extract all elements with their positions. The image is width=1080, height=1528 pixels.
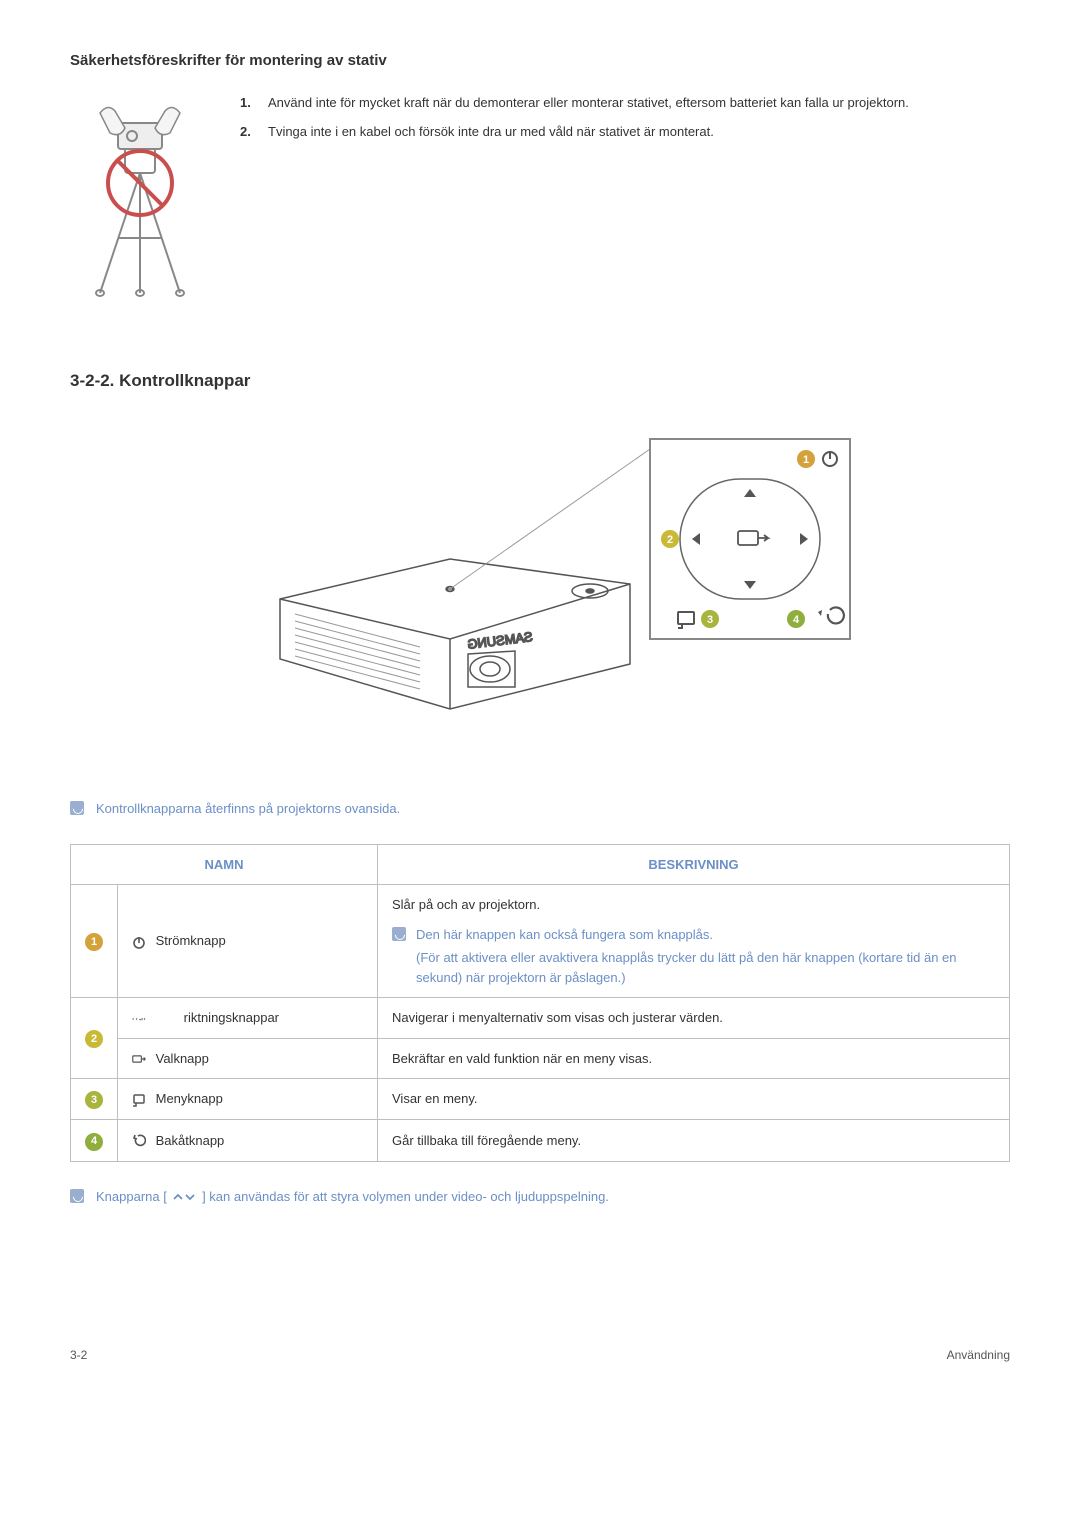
menu-icon — [132, 1093, 146, 1107]
num-badge-4: 4 — [85, 1133, 103, 1151]
row1-desc: Slår på och av projektorn. Den här knapp… — [378, 885, 1010, 998]
th-name: NAMN — [71, 844, 378, 885]
row1-num-cell: 1 — [71, 885, 118, 998]
row3-num-cell: 3 — [71, 1079, 118, 1120]
row3-name: Menyknapp — [118, 1079, 378, 1120]
row2b-name: Valknapp — [118, 1038, 378, 1079]
table-row: 3 Menyknapp Visar en meny. — [71, 1079, 1010, 1120]
num-badge-1: 1 — [85, 933, 103, 951]
safety-text: 1. Använd inte för mycket kraft när du d… — [240, 93, 1010, 309]
power-icon — [132, 935, 146, 949]
note-icon — [392, 927, 406, 941]
table-row: 4 Bakåtknapp Går tillbaka till föregåend… — [71, 1120, 1010, 1161]
svg-text:3: 3 — [707, 614, 713, 626]
controls-heading: 3-2-2. Kontrollknappar — [70, 368, 1010, 394]
updown-arrows-icon — [170, 1189, 198, 1204]
enter-icon — [132, 1052, 146, 1066]
row2a-name: riktningsknappar — [118, 998, 378, 1039]
page-footer: 3-2 Användning — [70, 1346, 1010, 1364]
controls-table: NAMN BESKRIVNING 1 Strömknapp Slår på oc… — [70, 844, 1010, 1162]
th-desc: BESKRIVNING — [378, 844, 1010, 885]
bottom-note-pre: Knapparna [ — [96, 1189, 170, 1204]
table-row: Valknapp Bekräftar en vald funktion när … — [71, 1038, 1010, 1079]
row4-desc: Går tillbaka till föregående meny. — [378, 1120, 1010, 1161]
back-icon — [132, 1134, 146, 1148]
list-text-1: Använd inte för mycket kraft när du demo… — [268, 93, 909, 113]
tripod-warning-image — [70, 93, 210, 309]
row3-name-text: Menyknapp — [156, 1091, 223, 1106]
row2b-name-text: Valknapp — [156, 1051, 209, 1066]
list-num-2: 2. — [240, 122, 258, 142]
safety-title: Säkerhetsföreskrifter för montering av s… — [70, 50, 1010, 73]
row2a-desc: Navigerar i menyalternativ som visas och… — [378, 998, 1010, 1039]
arrows4-icon — [132, 1012, 174, 1026]
row1-name: Strömknapp — [118, 885, 378, 998]
bottom-note: Knapparna [ ] kan användas för att styra… — [70, 1187, 1010, 1207]
row1-note-sub: (För att aktivera eller avaktivera knapp… — [416, 948, 995, 987]
top-note-text: Kontrollknapparna återfinns på projektor… — [96, 799, 400, 819]
projector-diagram: SAMSUNG 1 2 3 4 — [70, 429, 1010, 755]
row1-desc-main: Slår på och av projektorn. — [392, 895, 995, 915]
list-text-2: Tvinga inte i en kabel och försök inte d… — [268, 122, 714, 142]
row4-name-text: Bakåtknapp — [156, 1133, 225, 1148]
list-num-1: 1. — [240, 93, 258, 113]
row1-desc-note: Den här knappen kan också fungera som kn… — [392, 925, 995, 988]
row2a-name-text: riktningsknappar — [184, 1010, 279, 1025]
bottom-note-text: Knapparna [ ] kan användas för att styra… — [96, 1187, 609, 1207]
bottom-note-post: ] kan användas för att styra volymen und… — [198, 1189, 608, 1204]
note-icon — [70, 801, 84, 815]
footer-right: Användning — [947, 1346, 1010, 1364]
svg-text:4: 4 — [793, 614, 800, 626]
row3-desc: Visar en meny. — [378, 1079, 1010, 1120]
row4-num-cell: 4 — [71, 1120, 118, 1161]
footer-left: 3-2 — [70, 1346, 87, 1364]
table-row: 1 Strömknapp Slår på och av projektorn. … — [71, 885, 1010, 998]
row1-note-title: Den här knappen kan också fungera som kn… — [416, 925, 995, 945]
safety-row: 1. Använd inte för mycket kraft när du d… — [70, 93, 1010, 309]
row2-num-cell: 2 — [71, 998, 118, 1079]
row2b-desc: Bekräftar en vald funktion när en meny v… — [378, 1038, 1010, 1079]
svg-text:1: 1 — [803, 454, 809, 466]
note-icon — [70, 1189, 84, 1203]
table-row: 2 riktningsknappar Navigerar i menyalter… — [71, 998, 1010, 1039]
row1-name-text: Strömknapp — [156, 933, 226, 948]
safety-item-1: 1. Använd inte för mycket kraft när du d… — [240, 93, 1010, 113]
num-badge-3: 3 — [85, 1091, 103, 1109]
num-badge-2: 2 — [85, 1030, 103, 1048]
row4-name: Bakåtknapp — [118, 1120, 378, 1161]
svg-text:2: 2 — [667, 534, 673, 546]
top-note: Kontrollknapparna återfinns på projektor… — [70, 799, 1010, 819]
safety-item-2: 2. Tvinga inte i en kabel och försök int… — [240, 122, 1010, 142]
